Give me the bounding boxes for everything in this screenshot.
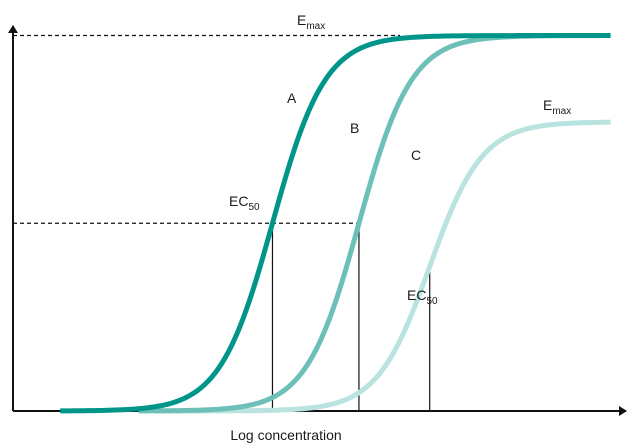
ec50-left-label: EC50 — [229, 193, 260, 213]
curve-c — [154, 119, 611, 414]
curve-a — [60, 33, 611, 414]
emax-top-label: Emax — [297, 12, 325, 32]
curve-label-c: C — [411, 147, 421, 163]
curve-label-a: A — [287, 90, 297, 106]
x-axis-label: Log concentration — [230, 427, 341, 443]
curve-label-b: B — [350, 120, 359, 136]
emax-c-label: Emax — [543, 97, 571, 117]
reference-lines — [13, 34, 431, 411]
curve-group — [60, 33, 611, 414]
ec50-right-label: EC50 — [407, 287, 438, 307]
